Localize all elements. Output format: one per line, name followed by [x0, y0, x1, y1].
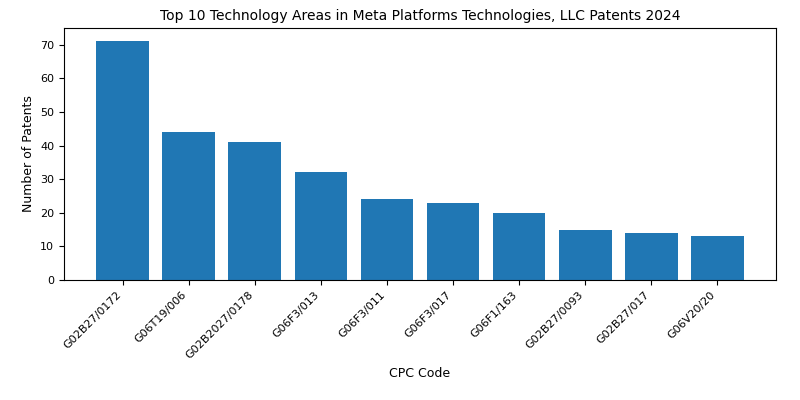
Bar — [690, 236, 744, 280]
Bar — [229, 142, 282, 280]
Bar — [493, 213, 546, 280]
Title: Top 10 Technology Areas in Meta Platforms Technologies, LLC Patents 2024: Top 10 Technology Areas in Meta Platform… — [160, 9, 680, 23]
Bar — [361, 199, 414, 280]
Bar — [162, 132, 215, 280]
Bar — [294, 172, 347, 280]
Y-axis label: Number of Patents: Number of Patents — [22, 96, 34, 212]
X-axis label: CPC Code: CPC Code — [390, 366, 450, 380]
Bar — [96, 42, 150, 280]
Bar — [558, 230, 611, 280]
Bar — [625, 233, 678, 280]
Bar — [426, 203, 479, 280]
